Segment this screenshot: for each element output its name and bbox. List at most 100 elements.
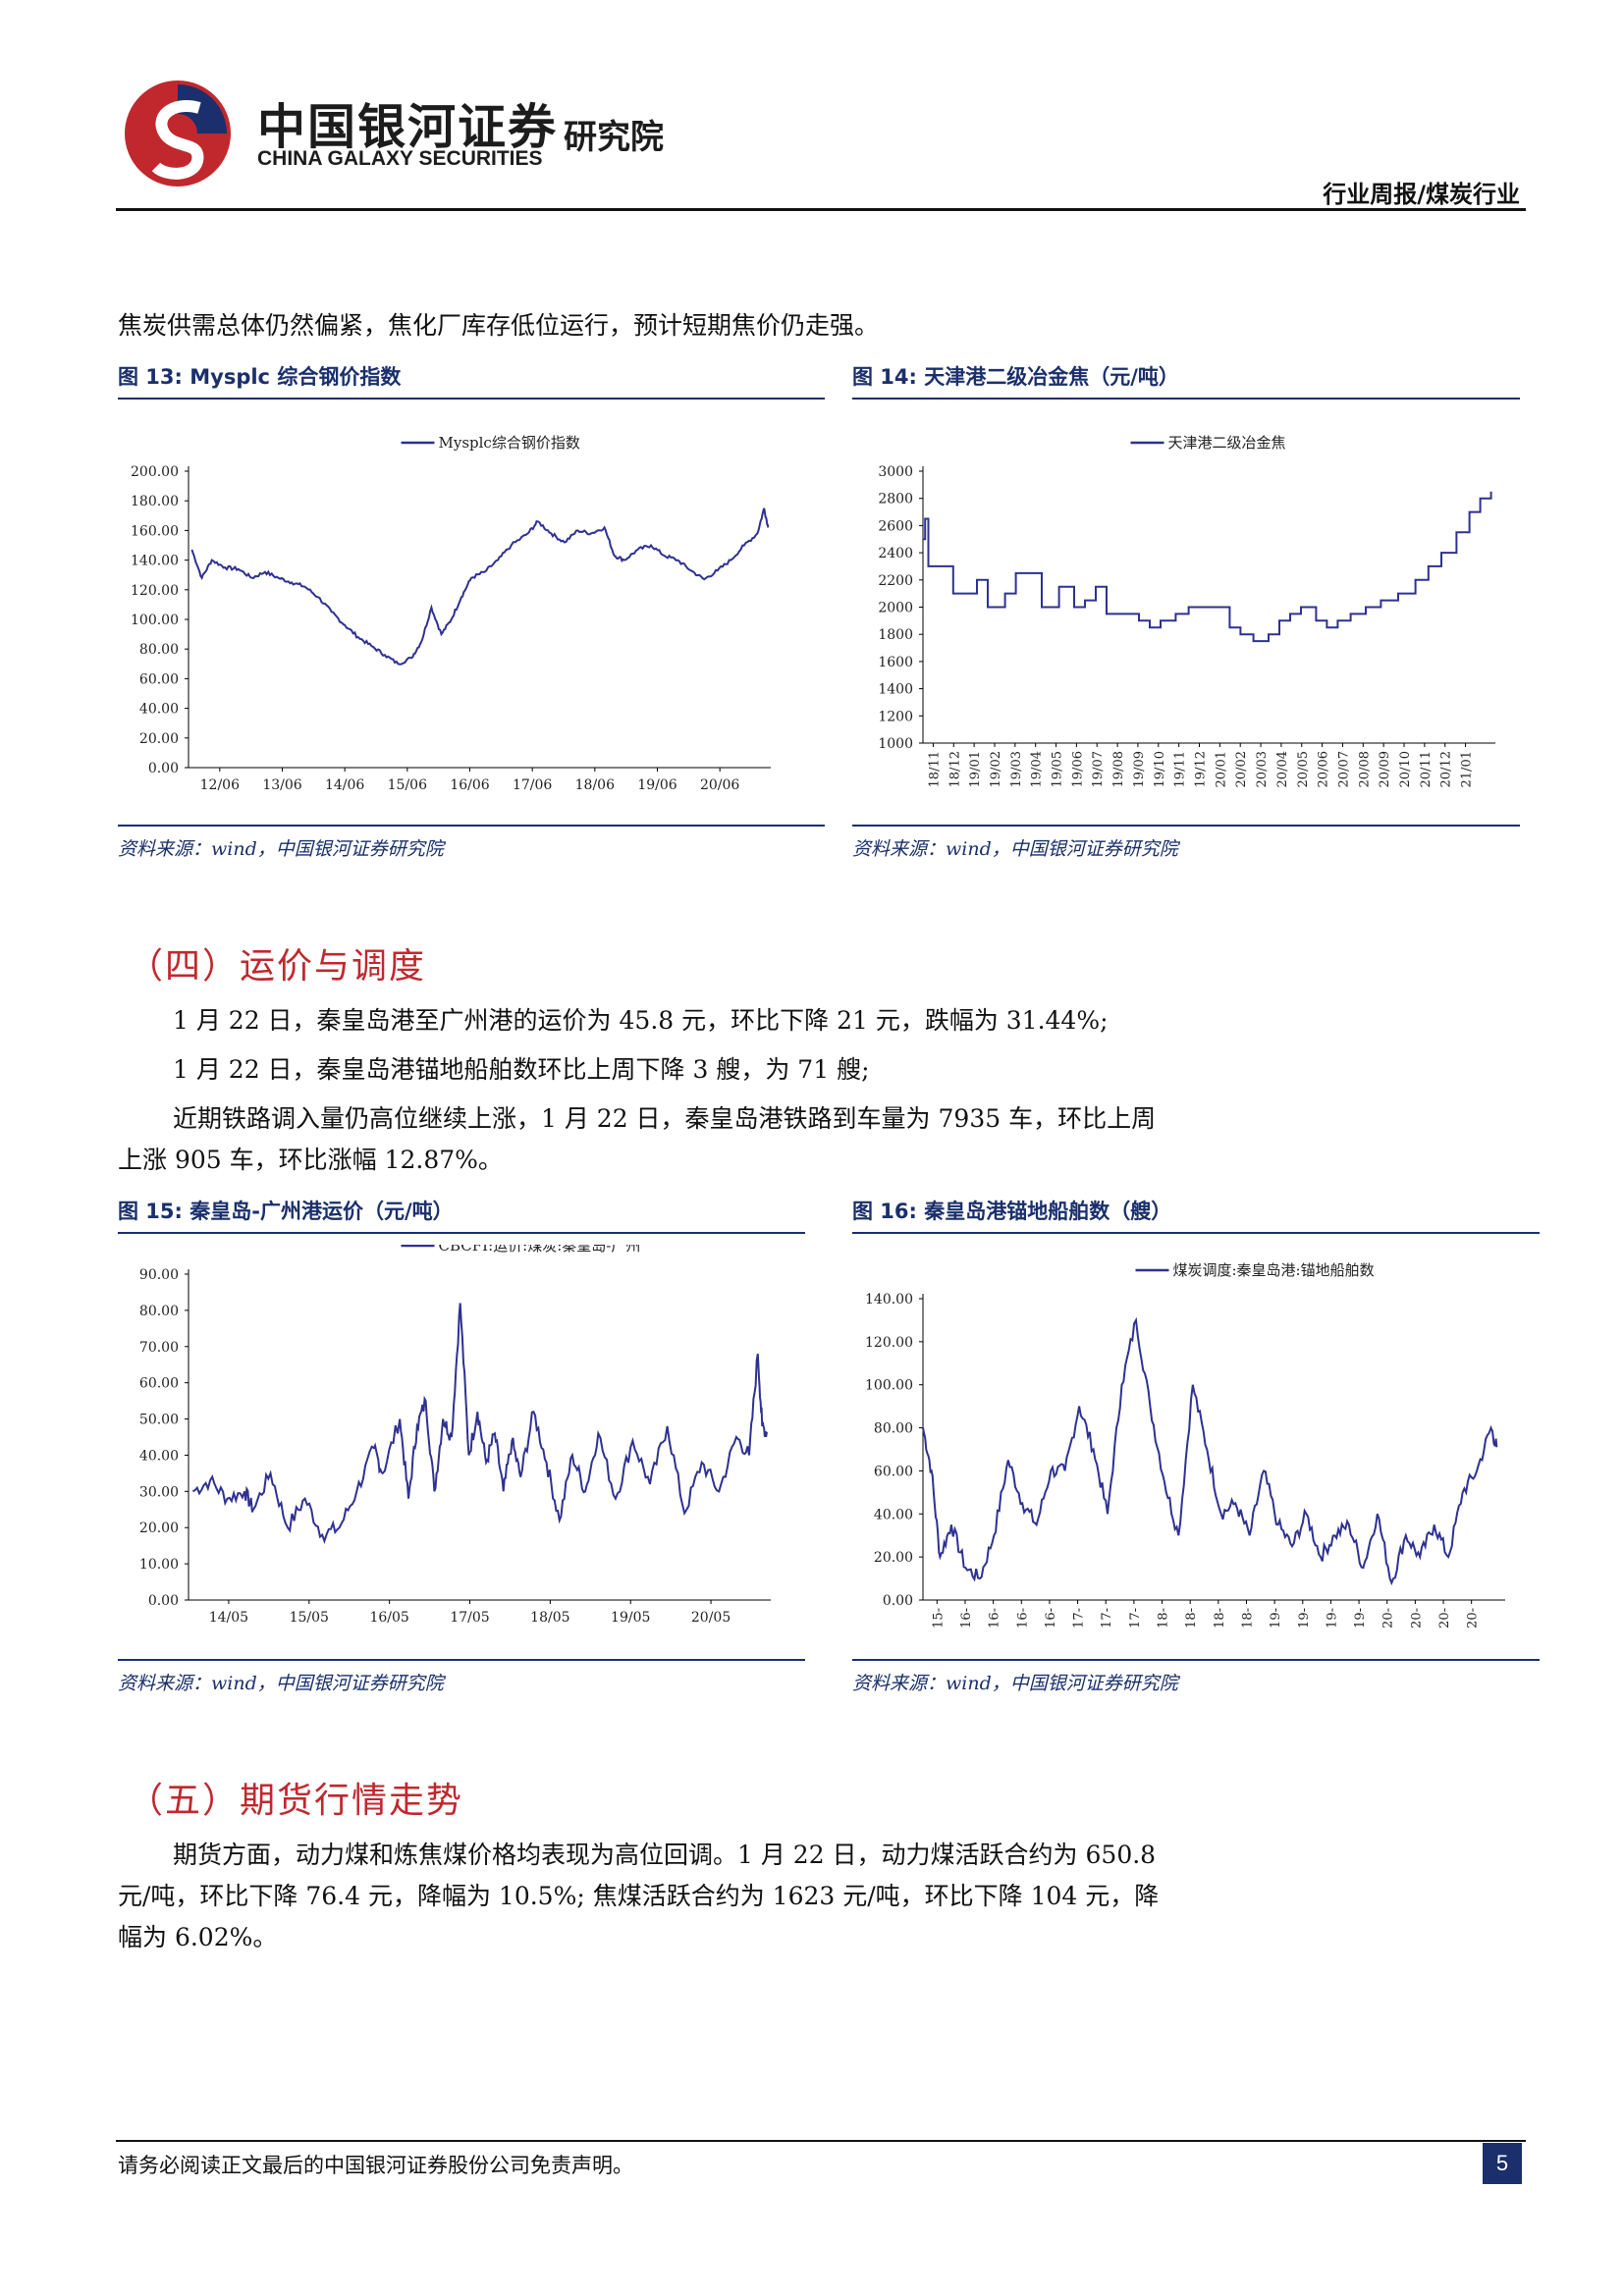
y-tick-label: 40.00 (874, 1507, 913, 1522)
fig16-rule (852, 1232, 1540, 1234)
x-tick-label: 19/06 (637, 777, 677, 793)
x-tick-label: 19/12 (1194, 751, 1209, 787)
y-tick-label: 100.00 (865, 1378, 913, 1394)
header-rule (116, 208, 1526, 211)
brand-name-en: CHINA GALAXY SECURITIES (257, 147, 543, 170)
x-tick-label: 20/02 (1234, 751, 1249, 787)
y-tick-label: 10.00 (139, 1557, 179, 1573)
x-tick-label: 20/06 (1317, 751, 1331, 787)
fig14-chart: 1000 1200 1400 1600 1800 2000 2200 2400 2600 2800… (878, 434, 1495, 787)
x-tick-label: 18/11 (927, 751, 942, 787)
y-tick-label: 180.00 (131, 494, 179, 509)
x-tick-label: 20/12 (1439, 751, 1454, 787)
x-tick-label: 19/04 (1030, 751, 1045, 787)
y-tick-label: 60.00 (139, 1376, 179, 1392)
x-tick-label: 19/05 (611, 1610, 650, 1626)
y-tick-label: 2000 (878, 601, 913, 616)
y-tick-label: 160.00 (131, 523, 179, 539)
x-tick-label: 18/12 (947, 751, 962, 787)
section4-para-2: 1 月 22 日，秦皇岛港锚地船舶数环比上周下降 3 艘，为 71 艘; (173, 1055, 870, 1084)
fig13-rule (118, 398, 825, 400)
x-tick-label: 19/05 (1051, 751, 1065, 787)
y-tick-label: 1600 (878, 655, 913, 670)
series-line (923, 491, 1492, 643)
x-tick-label: 17/06 (513, 777, 552, 793)
legend-label: Mysplc综合钢价指数 (439, 434, 580, 452)
y-tick-label: 60.00 (874, 1464, 913, 1479)
x-tick-label: 20- (1437, 1608, 1452, 1629)
x-tick-label: 20/01 (1214, 751, 1228, 787)
x-tick-label: 20- (1409, 1608, 1424, 1629)
x-tick-label: 20/05 (1296, 751, 1311, 787)
section5-para-line2: 元/吨，环比下降 76.4 元，降幅为 10.5%; 焦煤活跃合约为 1623 … (118, 1882, 1160, 1910)
fig15-bottom-rule (118, 1659, 805, 1661)
legend-label: 煤炭调度:秦皇岛港:锚地船舶数 (1173, 1261, 1375, 1279)
section-heading-freight: （四）运价与调度 (128, 946, 427, 987)
x-tick-label: 20/06 (700, 777, 739, 793)
x-tick-label: 16/06 (450, 777, 489, 793)
x-tick-label: 14/06 (325, 777, 364, 793)
y-tick-label: 2400 (878, 546, 913, 561)
fig16-chart: 0.00 20.00 40.00 60.00 80.00 100.00 120.00 140.… (865, 1261, 1505, 1629)
y-tick-label: 140.00 (865, 1292, 913, 1308)
section4-para-3a: 近期铁路调入量仍高位继续上涨，1 月 22 日，秦皇岛港铁路到车量为 7935 … (173, 1104, 1157, 1133)
footer-disclaimer: 请务必阅读正文最后的中国银河证券股份公司免责声明。 (118, 2154, 633, 2177)
x-tick-label: 19/10 (1153, 751, 1167, 787)
y-tick-label: 80.00 (874, 1421, 913, 1437)
x-tick-label: 13/06 (262, 777, 301, 793)
y-tick-label: 20.00 (139, 1521, 179, 1536)
y-tick-label: 1000 (878, 736, 913, 752)
x-tick-label: 18- (1240, 1608, 1255, 1629)
fig13-source: 资料来源：wind，中国银河证券研究院 (118, 838, 444, 860)
x-tick-label: 18- (1184, 1608, 1199, 1629)
x-tick-label: 17- (1072, 1608, 1087, 1629)
x-tick-label: 20/05 (691, 1610, 731, 1626)
x-tick-label: 19- (1297, 1608, 1312, 1629)
y-tick-label: 70.00 (139, 1340, 179, 1356)
x-tick-label: 19/01 (968, 751, 983, 787)
fig14-title: 图 14: 天津港二级冶金焦（元/吨） (852, 365, 1179, 389)
x-tick-label: 19/03 (1009, 751, 1024, 787)
series-line (190, 507, 770, 666)
x-tick-label: 16- (988, 1608, 1002, 1629)
y-tick-label: 80.00 (139, 642, 179, 658)
x-tick-label: 19/07 (1091, 751, 1106, 787)
series-line (922, 1316, 1498, 1586)
y-tick-label: 60.00 (139, 671, 179, 687)
y-tick-label: 80.00 (139, 1304, 179, 1319)
x-tick-label: 20- (1466, 1608, 1481, 1629)
x-tick-label: 18- (1213, 1608, 1227, 1629)
section4-para-1: 1 月 22 日，秦皇岛港至广州港的运价为 45.8 元，环比下降 21 元，跌… (173, 1006, 1109, 1035)
y-tick-label: 200.00 (131, 464, 179, 480)
legend-label: 天津港二级冶金焦 (1168, 434, 1286, 452)
x-tick-label: 18- (1157, 1608, 1171, 1629)
footer-rule (116, 2140, 1526, 2142)
y-tick-label: 2200 (878, 573, 913, 589)
x-tick-label: 17- (1100, 1608, 1114, 1629)
x-tick-label: 17- (1128, 1608, 1143, 1629)
y-tick-label: 2800 (878, 492, 913, 507)
fig15-rule (118, 1232, 805, 1234)
x-tick-label: 19- (1269, 1608, 1283, 1629)
section-heading-futures: （五）期货行情走势 (128, 1781, 464, 1821)
report-type: 行业周报/煤炭行业 (1323, 181, 1520, 208)
fig15-source: 资料来源：wind，中国银河证券研究院 (118, 1673, 444, 1694)
y-tick-label: 20.00 (139, 731, 179, 747)
x-tick-label: 19/08 (1111, 751, 1126, 787)
x-tick-label: 20/04 (1275, 751, 1290, 787)
x-tick-label: 12/06 (200, 777, 240, 793)
x-tick-label: 18/05 (530, 1610, 569, 1626)
section5-para-line1: 期货方面，动力煤和炼焦煤价格均表现为高位回调。1 月 22 日，动力煤活跃合约为… (173, 1841, 1157, 1869)
x-tick-label: 19/11 (1173, 751, 1188, 787)
x-tick-label: 16- (1044, 1608, 1058, 1629)
y-tick-label: 0.00 (883, 1593, 913, 1609)
x-tick-label: 14/05 (209, 1610, 248, 1626)
legend-label: CBCFI:运价:煤炭:秦皇岛-广州 (439, 1245, 641, 1255)
x-tick-label: 19/06 (1070, 751, 1085, 787)
x-tick-label: 17/05 (450, 1610, 489, 1626)
fig14-source: 资料来源：wind，中国银河证券研究院 (852, 838, 1178, 860)
brand-name-cn: 中国银河证券 (257, 99, 559, 155)
x-tick-label: 19- (1325, 1608, 1339, 1629)
x-tick-label: 15- (931, 1608, 946, 1629)
y-tick-label: 30.00 (139, 1484, 179, 1500)
